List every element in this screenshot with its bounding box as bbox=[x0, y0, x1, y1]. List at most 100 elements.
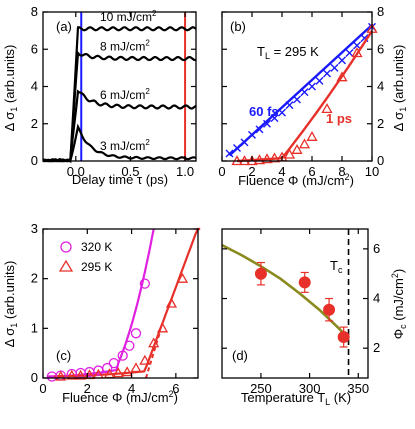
x-tick-label: 0.0 bbox=[67, 164, 85, 179]
series-label-60fs: 60 fs bbox=[249, 104, 279, 119]
data-point bbox=[323, 303, 336, 316]
data-point-320k bbox=[117, 350, 128, 361]
data-point bbox=[337, 331, 350, 344]
y-tick-label: 4 bbox=[377, 79, 384, 94]
panel-d-xlabel: Temperature TL (K) bbox=[241, 390, 351, 407]
fit-curve bbox=[221, 243, 350, 340]
data-point-295k bbox=[75, 369, 87, 380]
x-tick-label: 4 bbox=[128, 381, 135, 396]
data-point-60fs bbox=[285, 101, 294, 110]
panel-b-ylabel: Δ σ1 (arb.units) bbox=[391, 45, 408, 132]
legend-marker-295k bbox=[58, 259, 74, 272]
y-tick-label: 0 bbox=[31, 370, 38, 385]
data-point bbox=[298, 276, 311, 289]
data-point-320k bbox=[46, 371, 58, 382]
legend-marker-320k bbox=[60, 241, 72, 253]
data-point-320k bbox=[108, 357, 120, 369]
data-point-295k bbox=[139, 354, 151, 365]
y-tick-label: 6 bbox=[377, 41, 384, 56]
y-tick-label: 2 bbox=[377, 116, 384, 131]
data-point-60fs bbox=[345, 48, 354, 57]
data-point-60fs bbox=[330, 63, 339, 72]
y-tick-label: 3 bbox=[31, 221, 38, 236]
x-tick-label: 2 bbox=[84, 381, 91, 396]
x-tick-label: 2 bbox=[248, 164, 255, 179]
data-point-1ps bbox=[321, 103, 333, 113]
y-tick-label: 8 bbox=[377, 4, 384, 19]
y-tick-label: 1 bbox=[31, 320, 38, 335]
y-tick-label: 6 bbox=[31, 41, 38, 56]
y-tick-label: 2 bbox=[31, 116, 38, 131]
panel-b: (b) TL = 295 K Fluence Φ (mJ/cm2) Δ σ1 (… bbox=[218, 4, 408, 188]
series-label: 6 mJ/cm2 bbox=[100, 87, 150, 102]
panel-a: 10 mJ/cm2 8 mJ/cm2 6 mJ/cm2 3 mJ/cm2 (a) De… bbox=[2, 4, 197, 187]
series-label-1ps: 1 ps bbox=[326, 111, 352, 126]
data-point-60fs bbox=[338, 56, 346, 65]
panel-b-plot-area bbox=[225, 22, 378, 166]
x-tick-label: 1.0 bbox=[176, 164, 194, 179]
panel-b-temperature-annotation: TL = 295 K bbox=[257, 44, 319, 61]
y-tick-label: 4 bbox=[373, 291, 380, 306]
panel-d-frame bbox=[221, 228, 369, 379]
x-tick-label: 8 bbox=[338, 164, 345, 179]
data-point-60fs bbox=[315, 76, 324, 85]
series-label: 10 mJ/cm2 bbox=[100, 9, 157, 24]
data-point-60fs bbox=[255, 125, 264, 134]
fit-curve-1ps bbox=[236, 30, 374, 163]
data-point-1ps bbox=[291, 143, 303, 154]
x-tick-label: 350 bbox=[347, 381, 369, 396]
data-point-60fs bbox=[353, 41, 361, 50]
panel-c-ylabel: Δ σ1 (arb.units) bbox=[2, 261, 19, 348]
data-point-1ps bbox=[351, 47, 363, 58]
panel-d-ticks: 250 300 350 2 4 6 bbox=[222, 229, 380, 396]
panel-c-label: (c) bbox=[56, 348, 71, 363]
panel-d-ylabel: Φc (mJ/cm2) bbox=[390, 269, 408, 339]
y-tick-label: 2 bbox=[31, 271, 38, 286]
x-tick-label: 250 bbox=[250, 381, 272, 396]
panel-a-label: (a) bbox=[56, 19, 72, 34]
data-point-295k bbox=[148, 337, 160, 348]
data-point-60fs bbox=[323, 69, 331, 78]
data-point-60fs bbox=[293, 95, 301, 104]
data-point-1ps bbox=[336, 71, 348, 82]
panel-d-label: (d) bbox=[232, 348, 248, 363]
y-tick-label: 2 bbox=[373, 340, 380, 355]
panel-c-xlabel: Fluence Φ (mJ/cm2) bbox=[62, 389, 178, 405]
data-point-1ps bbox=[261, 153, 273, 164]
x-tick-label: 300 bbox=[299, 381, 321, 396]
data-point-60fs bbox=[270, 114, 279, 123]
y-tick-label: 8 bbox=[31, 4, 38, 19]
data-point-295k bbox=[130, 362, 142, 373]
y-tick-label: 4 bbox=[31, 79, 38, 94]
data-point-60fs bbox=[233, 143, 241, 152]
data-point-1ps bbox=[268, 152, 281, 163]
data-point-295k bbox=[112, 367, 124, 378]
panel-a-ticks: 0.0 0.5 1.0 0 2 4 6 8 bbox=[31, 4, 196, 179]
series-label: 3 mJ/cm2 bbox=[100, 138, 150, 153]
x-tick-label: 6 bbox=[172, 381, 179, 396]
data-point-1ps bbox=[283, 148, 296, 159]
data-point-1ps bbox=[306, 130, 318, 141]
data-point-1ps bbox=[253, 154, 266, 165]
panel-b-xlabel: Fluence Φ (mJ/cm2) bbox=[238, 172, 354, 188]
panel-d-tc-annotation: Tc bbox=[330, 258, 343, 275]
x-tick-label: 4 bbox=[278, 164, 285, 179]
series-label: 8 mJ/cm2 bbox=[100, 39, 150, 54]
data-point-1ps bbox=[298, 138, 311, 149]
data-point-60fs bbox=[225, 149, 234, 158]
data-point-320k bbox=[130, 328, 142, 339]
x-tick-label: 10 bbox=[365, 164, 379, 179]
threshold-extrapolation bbox=[145, 330, 162, 379]
data-point-320k bbox=[139, 278, 151, 289]
data-point-295k bbox=[121, 366, 133, 377]
data-point-60fs bbox=[240, 138, 249, 147]
data-point-60fs bbox=[278, 108, 286, 117]
panel-a-xlabel: Delay time τ (ps) bbox=[72, 172, 168, 187]
data-point-60fs bbox=[248, 130, 256, 139]
y-tick-label: 6 bbox=[373, 241, 380, 256]
panel-d: (d) Tc Temperature TL (K) Φc (mJ/cm2) 25… bbox=[221, 228, 408, 407]
x-tick-label: 0 bbox=[218, 164, 225, 179]
panel-c: (c) 320 K 295 K Fluence Φ (mJ/cm2) Δ σ1 … bbox=[2, 221, 201, 405]
